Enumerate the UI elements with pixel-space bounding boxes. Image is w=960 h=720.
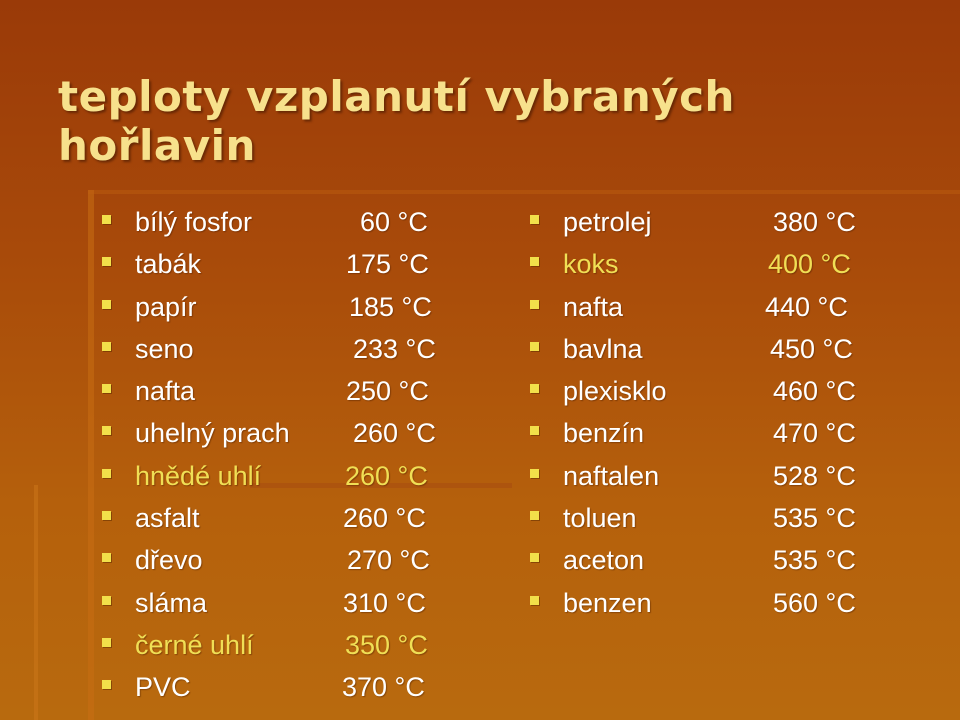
square-bullet-icon (530, 215, 539, 224)
substance-name: naftalen (563, 460, 660, 491)
list-item: naftalen 528 °C (528, 455, 888, 497)
substance-name: bavlna (563, 333, 643, 364)
flash-temperature: 470 °C (773, 418, 856, 449)
substance-name: aceton (563, 545, 645, 576)
flash-temperature: 250 °C (346, 376, 429, 407)
flash-temperature: 260 °C (353, 418, 436, 449)
substance-name: hnědé uhlí (135, 460, 262, 491)
flash-temperature: 380 °C (773, 207, 856, 237)
flash-temperature: 310 °C (343, 587, 426, 618)
substance-name: dřevo (135, 545, 203, 576)
list-item: hnědé uhlí 260 °C (100, 455, 460, 497)
flash-temperature: 460 °C (773, 376, 856, 407)
list-item: koks 400 °C (528, 243, 888, 285)
decorative-horizontal-line (88, 190, 960, 194)
list-item: benzen 560 °C (528, 582, 888, 624)
substance-name: toluen (563, 503, 637, 534)
square-bullet-icon (102, 299, 111, 309)
flash-temperature: 370 °C (342, 672, 425, 703)
square-bullet-icon (530, 468, 539, 478)
substance-name: petrolej (563, 207, 652, 237)
flash-temperature: 175 °C (346, 249, 429, 280)
flash-temperature: 535 °C (773, 545, 856, 576)
substance-name: papír (135, 291, 197, 322)
flash-temperature: 260 °C (343, 503, 426, 534)
square-bullet-icon (102, 553, 111, 563)
list-item: nafta 250 °C (100, 370, 460, 412)
substance-name: sláma (135, 587, 208, 618)
decorative-horizontal-line (250, 483, 512, 488)
list-item: seno 233 °C (100, 328, 460, 370)
flash-temperature: 400 °C (768, 249, 851, 280)
right-flashpoint-list: petrolej 380 °C koks 400 °C nafta 440 °C ba… (528, 201, 888, 624)
square-bullet-icon (530, 384, 539, 394)
list-item: plexisklo 460 °C (528, 370, 888, 412)
square-bullet-icon (102, 426, 111, 436)
list-item: černé uhlí 350 °C (100, 624, 460, 666)
flash-temperature: 350 °C (345, 629, 428, 660)
square-bullet-icon (102, 215, 111, 224)
decorative-vertical-line (34, 485, 38, 720)
substance-name: PVC (135, 672, 191, 703)
substance-name: plexisklo (563, 376, 667, 407)
substance-name: seno (135, 333, 194, 364)
square-bullet-icon (530, 257, 539, 267)
flash-temperature: 185 °C (349, 291, 432, 322)
list-item: asfalt 260 °C (100, 497, 460, 539)
list-item: papír 185 °C (100, 286, 460, 328)
list-item: bavlna 450 °C (528, 328, 888, 370)
square-bullet-icon (530, 595, 539, 605)
list-item: sláma 310 °C (100, 582, 460, 624)
square-bullet-icon (102, 257, 111, 267)
flash-temperature: 60 °C (360, 207, 428, 237)
list-item: benzín 470 °C (528, 412, 888, 454)
substance-name: nafta (563, 291, 624, 322)
flash-temperature: 535 °C (773, 503, 856, 534)
substance-name: tabák (135, 249, 202, 280)
square-bullet-icon (530, 511, 539, 521)
substance-name: bílý fosfor (135, 207, 253, 237)
list-item: dřevo 270 °C (100, 539, 460, 581)
list-item: tabák 175 °C (100, 243, 460, 285)
substance-name: benzen (563, 587, 652, 618)
square-bullet-icon (102, 384, 111, 394)
square-bullet-icon (530, 299, 539, 309)
flash-temperature: 560 °C (773, 587, 856, 618)
square-bullet-icon (530, 341, 539, 351)
list-item: nafta 440 °C (528, 286, 888, 328)
substance-name: černé uhlí (135, 629, 254, 660)
list-item: bílý fosfor 60 °C (100, 201, 460, 243)
list-item: PVC 370 °C (100, 666, 460, 708)
substance-name: benzín (563, 418, 645, 449)
square-bullet-icon (102, 637, 111, 647)
flash-temperature: 260 °C (345, 460, 428, 491)
flash-temperature: 450 °C (770, 333, 853, 364)
substance-name: uhelný prach (135, 418, 290, 449)
list-item: aceton 535 °C (528, 539, 888, 581)
decorative-vertical-line (88, 190, 94, 720)
square-bullet-icon (102, 680, 111, 690)
list-item: uhelný prach 260 °C (100, 412, 460, 454)
square-bullet-icon (102, 341, 111, 351)
list-item: toluen 535 °C (528, 497, 888, 539)
substance-name: koks (563, 249, 619, 280)
flash-temperature: 233 °C (353, 333, 436, 364)
square-bullet-icon (530, 426, 539, 436)
square-bullet-icon (102, 511, 111, 521)
flash-temperature: 528 °C (773, 460, 856, 491)
square-bullet-icon (102, 595, 111, 605)
square-bullet-icon (102, 468, 111, 478)
square-bullet-icon (530, 553, 539, 563)
left-flashpoint-list: bílý fosfor 60 °C tabák 175 °C papír 185 °C… (100, 201, 460, 709)
substance-name: asfalt (135, 503, 200, 534)
slide-title: teploty vzplanutí vybraných hořlavin (58, 72, 735, 170)
substance-name: nafta (135, 376, 196, 407)
flash-temperature: 440 °C (765, 291, 848, 322)
list-item: petrolej 380 °C (528, 201, 888, 243)
flash-temperature: 270 °C (347, 545, 430, 576)
